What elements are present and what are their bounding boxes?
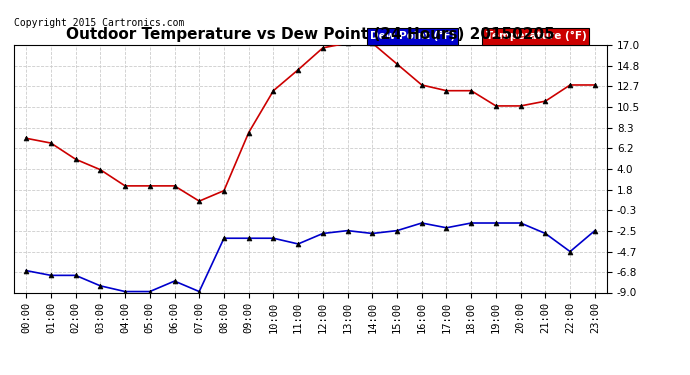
Text: Copyright 2015 Cartronics.com: Copyright 2015 Cartronics.com [14,18,184,28]
Text: Dew Point (°F): Dew Point (°F) [370,31,455,41]
Text: Temperature (°F): Temperature (°F) [486,31,586,41]
Title: Outdoor Temperature vs Dew Point (24 Hours) 20150205: Outdoor Temperature vs Dew Point (24 Hou… [66,27,555,42]
